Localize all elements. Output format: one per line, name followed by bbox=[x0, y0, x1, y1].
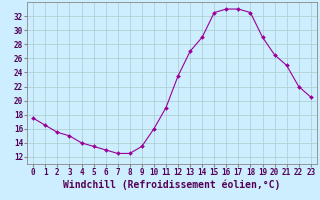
X-axis label: Windchill (Refroidissement éolien,°C): Windchill (Refroidissement éolien,°C) bbox=[63, 180, 281, 190]
